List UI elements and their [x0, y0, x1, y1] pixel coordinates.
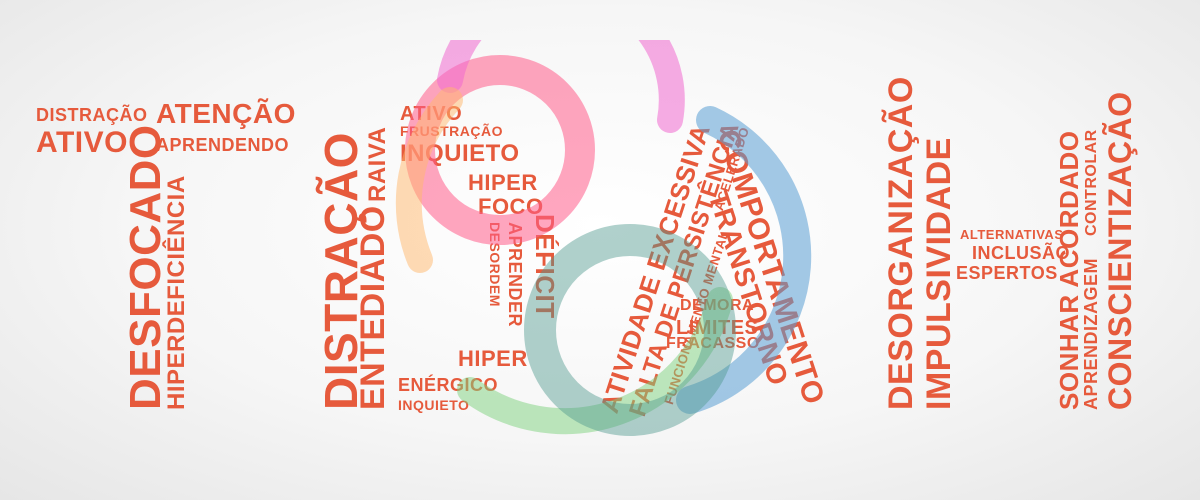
word-espertos: ESPERTOS: [956, 263, 1058, 283]
word-hiper-1: HIPER: [468, 170, 538, 195]
word-hiper-2: HIPER: [458, 346, 528, 371]
word-aprendendo: APRENDENDO: [156, 135, 290, 155]
word-alternativas: ALTERNATIVAS: [960, 227, 1064, 242]
word-desordem: DESORDEM: [487, 222, 503, 307]
word-ativo-2: ATIVO: [400, 103, 463, 125]
word-distracao-small: DISTRAÇÃO: [36, 105, 148, 125]
word-entediado: ENTEDIADO: [354, 205, 392, 410]
word-impulsividade: IMPULSIVIDADE: [920, 137, 958, 410]
word-conscientizacao: CONSCIENTIZAÇÃO: [1102, 91, 1138, 410]
word-inclusao: INCLUSÃO: [972, 243, 1070, 263]
word-desorganizacao: DESORGANIZAÇÃO: [882, 76, 920, 410]
word-controlar: CONTROLAR: [1083, 129, 1100, 236]
word-aprender: APRENDER: [505, 222, 525, 328]
word-ativo-1: ATIVO: [36, 126, 128, 159]
word-energico: ENÉRGICO: [398, 375, 499, 395]
word-hiperdeficiencia: HIPERDEFICIÊNCIA: [163, 175, 190, 410]
word-frustracao: FRUSTRAÇÃO: [400, 123, 503, 139]
word-aprendizagem: APRENDIZAGEM: [1081, 257, 1101, 410]
word-raiva: RAIVA: [364, 126, 391, 202]
word-atencao: ATENÇÃO: [156, 98, 296, 129]
word-sonhar-acordado: SONHAR ACORDADO: [1054, 130, 1084, 410]
word-fracasso: FRACASSO: [666, 335, 760, 352]
word-inquieto-2: INQUIETO: [398, 397, 470, 413]
word-inquieto-1: INQUIETO: [400, 140, 520, 167]
word-deficit: DÉFICIT: [530, 214, 560, 319]
word-desfocado: DESFOCADO: [121, 124, 170, 410]
